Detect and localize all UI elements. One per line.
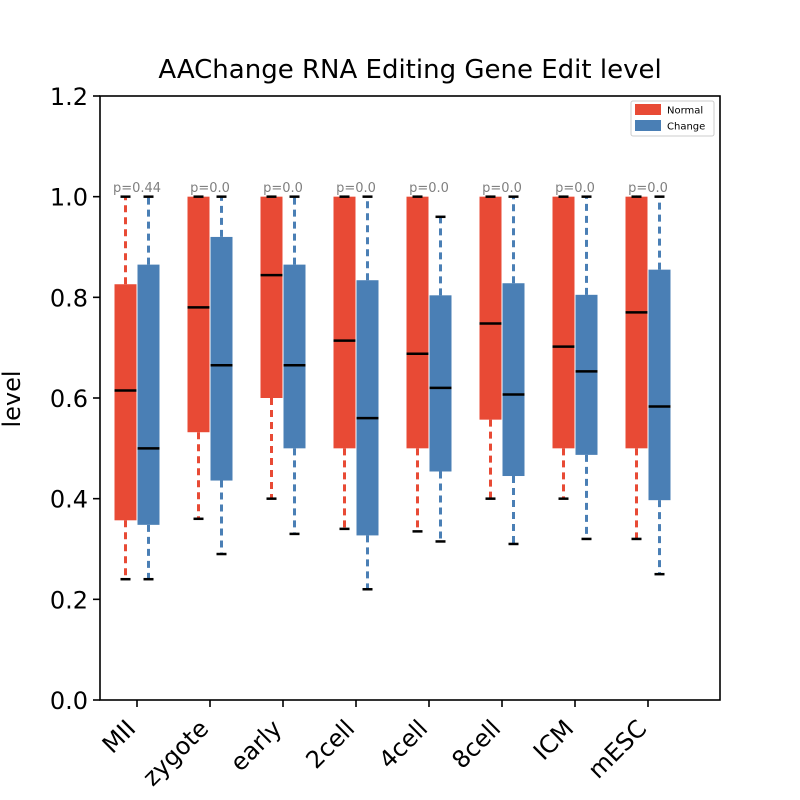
y-tick-label: 0.8 <box>50 284 88 312</box>
y-tick-label: 1.2 <box>50 83 88 111</box>
p-value-label: p=0.0 <box>482 181 522 196</box>
box <box>502 283 525 477</box>
box <box>137 264 160 525</box>
box <box>333 196 356 449</box>
box <box>187 196 210 433</box>
legend-label: Change <box>667 122 705 133</box>
y-tick-label: 0.6 <box>50 385 88 413</box>
box <box>114 284 137 521</box>
box <box>283 264 306 449</box>
box <box>406 196 429 449</box>
p-value-label: p=0.44 <box>113 181 161 196</box>
box <box>648 269 671 501</box>
p-value-label: p=0.0 <box>263 181 303 196</box>
y-tick-label: 0.2 <box>50 586 88 614</box>
y-tick-label: 0.4 <box>50 486 88 514</box>
box <box>575 294 598 455</box>
chart-title: AAChange RNA Editing Gene Edit level <box>158 55 661 85</box>
box <box>356 280 379 536</box>
box <box>625 196 648 449</box>
p-value-label: p=0.0 <box>628 181 668 196</box>
y-axis-label: level <box>0 370 26 427</box>
box <box>552 196 575 449</box>
legend-swatch <box>635 104 661 115</box>
p-value-label: p=0.0 <box>336 181 376 196</box>
p-value-label: p=0.0 <box>555 181 595 196</box>
box <box>429 295 452 472</box>
box <box>479 196 502 420</box>
p-value-label: p=0.0 <box>190 181 230 196</box>
y-tick-label: 1.0 <box>50 184 88 212</box>
p-value-label: p=0.0 <box>409 181 449 196</box>
legend: Normal Change <box>630 100 715 137</box>
box <box>260 196 283 398</box>
plot-area: p=0.44 p=0.0 p=0.0 p=0.0 p=0.0 p=0.0 p=0.0 p=0.… <box>113 181 671 591</box>
legend-label: Normal <box>667 106 703 117</box>
y-tick-label: 0.0 <box>50 687 88 715</box>
legend-swatch <box>635 120 661 131</box>
box <box>210 236 233 481</box>
